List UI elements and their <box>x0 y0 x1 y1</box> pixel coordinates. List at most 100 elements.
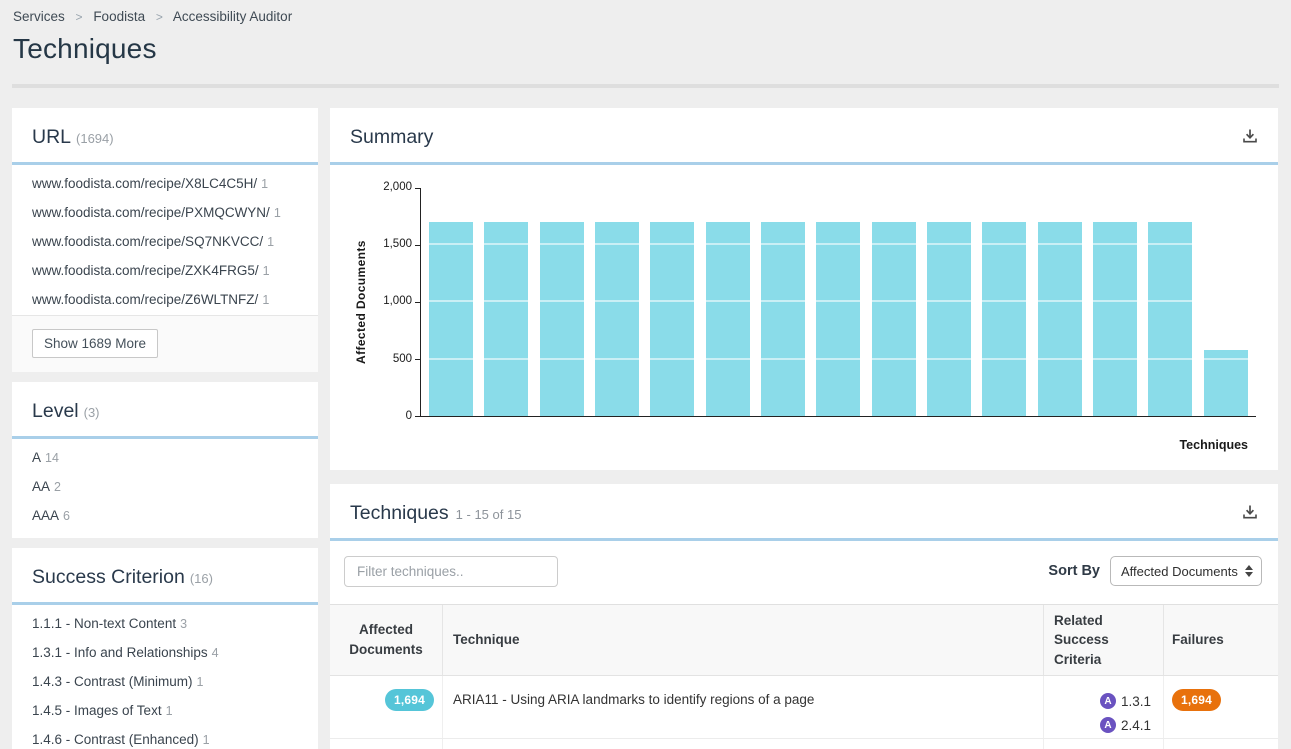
affected-documents-cell: 1,694 <box>330 676 443 738</box>
breadcrumb: Services > Foodista > Accessibility Audi… <box>13 9 1279 24</box>
url-list-item[interactable]: www.foodista.com/recipe/SQ7NKVCC/1 <box>12 227 318 256</box>
level-list-item[interactable]: A 14 <box>12 443 318 472</box>
level-list: A 14 AA 2 AAA 6 <box>12 439 318 534</box>
y-tick-mark <box>415 245 420 246</box>
table-header-row: Affected Documents Technique Related Suc… <box>330 605 1278 676</box>
header-divider <box>12 84 1279 88</box>
chart-bars <box>421 187 1256 416</box>
breadcrumb-foodista[interactable]: Foodista <box>93 9 146 24</box>
success-label: 1.1.1 - Non-text Content <box>32 616 177 631</box>
column-header-affected-documents: Affected Documents <box>330 605 443 675</box>
criteria-item[interactable]: A 2.4.1 <box>1044 713 1151 737</box>
page-title: Techniques <box>13 33 157 64</box>
chart-bar[interactable] <box>705 222 750 416</box>
show-more-button[interactable]: Show 1689 More <box>32 329 159 358</box>
breadcrumb-separator: > <box>75 10 83 24</box>
url-label: www.foodista.com/recipe/Z6WLTNFZ/ <box>32 292 259 307</box>
url-label: www.foodista.com/recipe/ZXK4FRG5/ <box>32 263 259 278</box>
url-list-item[interactable]: www.foodista.com/recipe/ZXK4FRG5/1 <box>12 256 318 285</box>
breadcrumb-accessibility-auditor: Accessibility Auditor <box>172 9 293 24</box>
gridline <box>421 243 1256 245</box>
chart-bar[interactable] <box>871 222 916 416</box>
summary-title: Summary <box>350 126 434 148</box>
level-list-item[interactable]: AAA 6 <box>12 501 318 530</box>
table-controls: Sort By Affected Documents <box>330 541 1278 604</box>
download-icon[interactable] <box>1242 504 1258 520</box>
chart-bar[interactable] <box>1203 350 1248 416</box>
url-panel-header: URL (1694) <box>12 108 318 165</box>
techniques-table: Affected Documents Technique Related Suc… <box>330 604 1278 749</box>
success-panel-header: Success Criterion (16) <box>12 548 318 605</box>
chart-bar[interactable] <box>595 222 640 416</box>
table-row[interactable]: 1,694 ARIA11 - Using ARIA landmarks to i… <box>330 676 1278 739</box>
level-list-item[interactable]: AA 2 <box>12 472 318 501</box>
url-label: www.foodista.com/recipe/PXMQCWYN/ <box>32 205 270 220</box>
filter-input[interactable] <box>344 556 558 587</box>
level-count: 6 <box>63 509 70 523</box>
url-count: 1 <box>262 293 270 307</box>
success-criterion-panel: Success Criterion (16) 1.1.1 - Non-text C… <box>12 548 318 749</box>
level-count: 14 <box>45 451 59 465</box>
url-list-item[interactable]: www.foodista.com/recipe/PXMQCWYN/1 <box>12 198 318 227</box>
chart-bar[interactable] <box>927 222 972 416</box>
download-icon[interactable] <box>1242 128 1258 144</box>
chart-bar[interactable] <box>761 222 806 416</box>
chart-bar[interactable] <box>982 222 1027 416</box>
breadcrumb-services[interactable]: Services <box>13 9 65 24</box>
url-count: 1 <box>262 264 270 278</box>
chart-bar[interactable] <box>1093 222 1138 416</box>
column-header-related-success-criteria: Related Success Criteria <box>1044 605 1164 675</box>
success-list: 1.1.1 - Non-text Content 3 1.3.1 - Info a… <box>12 605 318 749</box>
success-list-item[interactable]: 1.3.1 - Info and Relationships 4 <box>12 638 318 667</box>
success-list-item[interactable]: 1.4.3 - Contrast (Minimum) 1 <box>12 667 318 696</box>
level-label: A <box>32 450 42 465</box>
techniques-range-label: 1 - 15 of 15 <box>455 507 522 522</box>
success-label: 1.3.1 - Info and Relationships <box>32 645 208 660</box>
url-panel-footer: Show 1689 More <box>12 315 318 372</box>
success-list-item[interactable]: 1.4.5 - Images of Text 1 <box>12 696 318 725</box>
gridline <box>421 300 1256 302</box>
level-panel-title: Level <box>32 400 79 422</box>
techniques-panel: Techniques 1 - 15 of 15 Sort By Affected … <box>330 484 1278 749</box>
summary-header: Summary <box>330 108 1278 165</box>
affected-documents-badge: 1,694 <box>384 689 434 711</box>
y-tick-label: 500 <box>392 353 412 365</box>
criteria-ref: 1.3.1 <box>1120 693 1151 709</box>
url-list: www.foodista.com/recipe/X8LC4C5H/1 www.f… <box>12 165 318 318</box>
url-list-item[interactable]: www.foodista.com/recipe/X8LC4C5H/1 <box>12 169 318 198</box>
chart-bar[interactable] <box>484 222 529 416</box>
column-header-failures: Failures <box>1172 632 1224 648</box>
chart-bar[interactable] <box>1148 222 1193 416</box>
level-count: 2 <box>54 480 61 494</box>
chart-bar[interactable] <box>1037 222 1082 416</box>
success-label: 1.4.6 - Contrast (Enhanced) <box>32 732 199 747</box>
breadcrumb-separator: > <box>155 10 163 24</box>
success-list-item[interactable]: 1.1.1 - Non-text Content 3 <box>12 609 318 638</box>
success-count: 4 <box>211 646 219 660</box>
url-label: www.foodista.com/recipe/SQ7NKVCC/ <box>32 234 264 249</box>
y-tick-mark <box>415 302 420 303</box>
criteria-item[interactable]: A 1.3.1 <box>1044 689 1151 713</box>
failures-badge: 1,694 <box>1172 689 1222 711</box>
success-list-item[interactable]: 1.4.6 - Contrast (Enhanced) 1 <box>12 725 318 749</box>
chart-bar[interactable] <box>539 222 584 416</box>
summary-chart: Affected Documents 2,000 1,500 1,000 500… <box>330 165 1278 467</box>
url-count: 1 <box>273 206 281 220</box>
level-panel-header: Level (3) <box>12 382 318 439</box>
url-panel: URL (1694) www.foodista.com/recipe/X8LC4C… <box>12 108 318 372</box>
success-count: 3 <box>180 617 188 631</box>
chart-bar[interactable] <box>429 222 473 416</box>
success-panel-count: (16) <box>189 571 213 586</box>
y-tick-label: 0 <box>405 410 412 422</box>
chart-bar[interactable] <box>650 222 695 416</box>
failures-cell: 1,694 <box>1164 676 1278 738</box>
sort-by-select[interactable]: Affected Documents <box>1110 556 1262 586</box>
gridline <box>421 358 1256 360</box>
table-row[interactable] <box>330 739 1278 749</box>
chart-x-axis-label: Techniques <box>1179 438 1248 452</box>
related-success-criteria-cell: A 1.3.1 A 2.4.1 <box>1044 676 1164 738</box>
chart-bar[interactable] <box>816 222 861 416</box>
technique-cell: ARIA11 - Using ARIA landmarks to identif… <box>443 676 1044 738</box>
level-a-icon: A <box>1099 717 1116 733</box>
url-list-item[interactable]: www.foodista.com/recipe/Z6WLTNFZ/1 <box>12 285 318 314</box>
